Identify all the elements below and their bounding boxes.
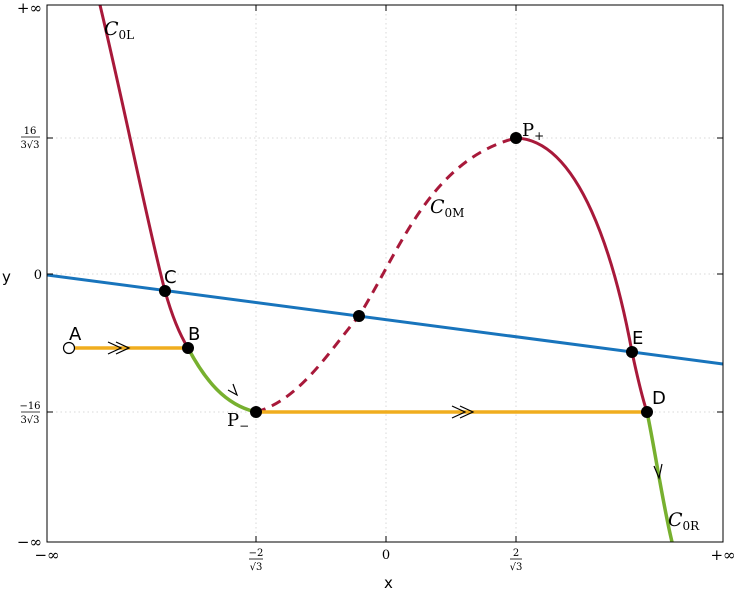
cubic-branch-c0m (255, 136, 517, 414)
label-a: A (69, 324, 82, 345)
x-tick-pos-2sqrt3-den: √3 (510, 562, 523, 573)
y-tick-pos-inf: +∞ (17, 0, 42, 17)
tick-marks (47, 5, 723, 542)
label-p-minus: P− (227, 410, 249, 433)
x-tick-pos-inf: +∞ (710, 546, 735, 564)
point-p-plus (510, 132, 522, 144)
x-tick-neg-inf: −∞ (34, 546, 59, 564)
y-tick-pos-16-den: 3√3 (20, 140, 39, 151)
y-tick-zero: 0 (34, 268, 42, 283)
label-p-plus: P+ (522, 120, 544, 143)
x-tick-neg-2sqrt3-num: −2 (249, 548, 264, 559)
label-e: E (632, 328, 643, 349)
x-tick-labels: −∞ −2 √3 0 2 √3 +∞ (34, 546, 735, 573)
y-axis-label: y (2, 268, 11, 286)
point-b (182, 342, 194, 354)
y-tick-neg-16-den: 3√3 (20, 415, 39, 426)
y-tick-pos-16-num: 16 (24, 126, 37, 137)
label-c0r: C0R (668, 509, 700, 533)
y-tick-neg-inf: −∞ (17, 533, 42, 551)
y-tick-neg-16-num: −16 (19, 401, 40, 412)
label-b: B (188, 324, 200, 345)
label-c0l: C0L (104, 18, 134, 42)
point-e (626, 346, 638, 358)
slow-flow-b-to-pminus (186, 347, 257, 414)
point-a-open (62, 341, 76, 355)
arrow-d-c0r (653, 463, 663, 481)
point-c (159, 285, 171, 297)
x-axis-label: x (384, 574, 393, 590)
gridlines (47, 5, 723, 542)
point-middle-intersection (353, 310, 365, 322)
point-p-minus (250, 406, 262, 418)
x-tick-neg-2sqrt3-den: √3 (250, 562, 263, 573)
label-d: D (652, 388, 666, 409)
point-d (641, 406, 653, 418)
double-arrow-a-b (107, 341, 131, 355)
cubic-branch-right (515, 136, 649, 413)
linear-nullcline (47, 273, 723, 366)
double-arrow-pminus-d (451, 405, 475, 419)
y-tick-labels: +∞ 16 3√3 0 −16 3√3 −∞ (17, 0, 42, 551)
cubic-branch-c0l (98, 5, 190, 349)
label-c: C (164, 267, 177, 288)
label-c0m: C0M (430, 196, 464, 220)
x-tick-zero: 0 (382, 548, 390, 563)
arrow-b-pminus (227, 383, 239, 397)
slow-flow-d-to-c0r (645, 411, 674, 542)
x-tick-pos-2sqrt3-num: 2 (513, 548, 519, 559)
